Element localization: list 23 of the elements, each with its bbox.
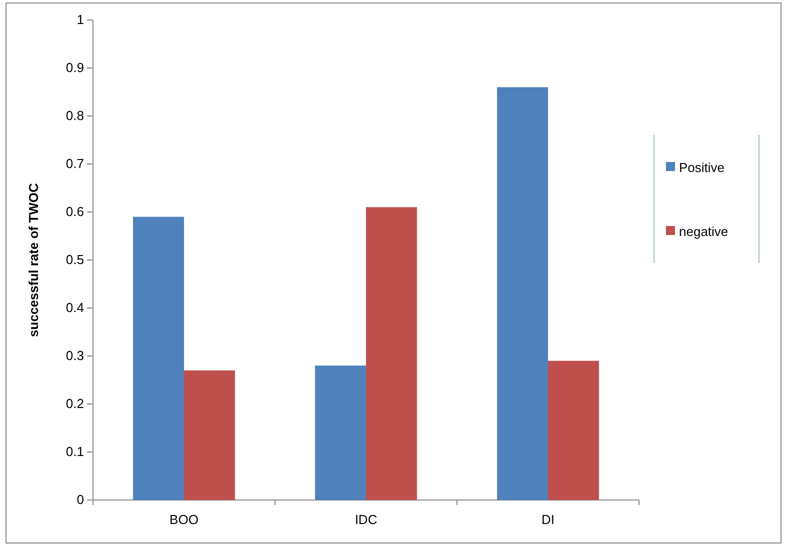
y-tick-label: 0.2 (66, 396, 84, 412)
bar (133, 216, 184, 500)
bar (184, 370, 235, 500)
y-tick-label: 0.3 (66, 348, 84, 364)
y-tick-label: 0.9 (66, 60, 84, 76)
y-tick-label: 0.5 (66, 252, 84, 268)
y-tick-label: 0.8 (66, 108, 84, 124)
y-tick-label: 0.4 (66, 300, 84, 316)
bar (315, 366, 366, 500)
y-tick-label: 0.6 (66, 204, 84, 220)
y-tick-label: 0 (76, 492, 84, 508)
y-tick-label: 0.1 (66, 444, 84, 460)
y-tick-label: 0.7 (66, 156, 84, 172)
y-axis-title: successful rate of TWOC (26, 182, 41, 337)
bar (366, 207, 417, 500)
x-tick-label: IDC (354, 512, 378, 527)
bar (548, 360, 599, 500)
legend-label: negative (679, 224, 728, 239)
legend-label: Positive (679, 160, 725, 175)
bar (497, 87, 548, 500)
y-tick-label: 1 (76, 12, 84, 28)
x-tick-label: DI (542, 512, 554, 527)
x-tick-label: BOO (170, 512, 198, 527)
